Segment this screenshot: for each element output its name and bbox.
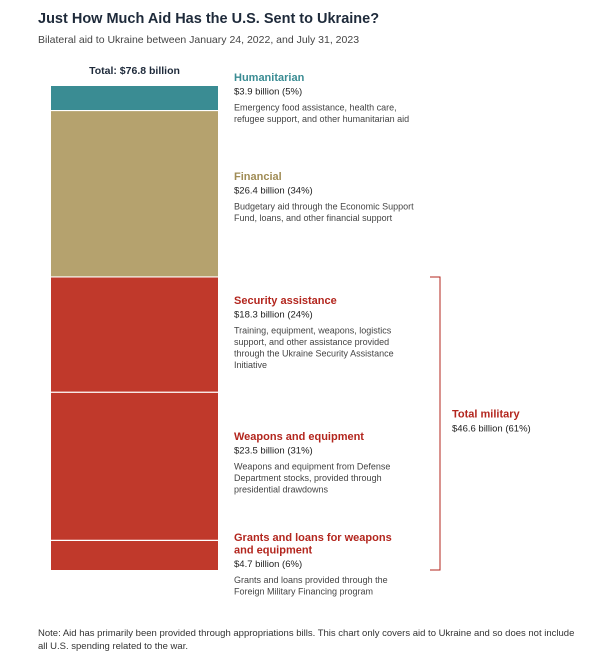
segment-value-label: $4.7 billion (6%) bbox=[234, 559, 302, 570]
segment-description: Grants and loans provided through the bbox=[234, 575, 388, 585]
segment-label: Grants and loans for weapons bbox=[234, 532, 392, 544]
stacked-bar-chart: Total: $76.8 billion Humanitarian $3.9 bil… bbox=[51, 65, 531, 597]
segment-value-label: $3.9 billion (5%) bbox=[234, 87, 302, 98]
segment-description: Department stocks, provided through bbox=[234, 473, 382, 483]
segment-value-label: $26.4 billion (34%) bbox=[234, 186, 313, 197]
chart-title: Just How Much Aid Has the U.S. Sent to U… bbox=[38, 11, 380, 27]
segment-label: Humanitarian bbox=[234, 72, 305, 84]
segment-description: Training, equipment, weapons, logistics bbox=[234, 326, 392, 336]
chart-subtitle: Bilateral aid to Ukraine between January… bbox=[38, 34, 360, 46]
segment-label: and equipment bbox=[234, 545, 313, 557]
segment-description: presidential drawdowns bbox=[234, 485, 329, 495]
segment-description: Weapons and equipment from Defense bbox=[234, 462, 390, 472]
segment-description: Emergency food assistance, health care, bbox=[234, 103, 397, 113]
bar-segment-1 bbox=[51, 86, 218, 111]
military-bracket bbox=[430, 276, 441, 571]
bracket-value-label: $46.6 billion (61%) bbox=[452, 423, 531, 434]
bracket-label: Total military bbox=[452, 408, 521, 420]
segment-description: Initiative bbox=[234, 360, 267, 370]
segment-description: Foreign Military Financing program bbox=[234, 587, 373, 597]
bar-segment-5 bbox=[51, 540, 218, 570]
segment-value-label: $18.3 billion (24%) bbox=[234, 310, 313, 321]
segment-label: Security assistance bbox=[234, 295, 337, 307]
segment-description: Budgetary aid through the Economic Suppo… bbox=[234, 202, 414, 212]
segment-description: through the Ukraine Security Assistance bbox=[234, 349, 394, 359]
segment-label: Weapons and equipment bbox=[234, 431, 364, 443]
segment-description: Fund, loans, and other financial support bbox=[234, 213, 393, 223]
total-label: Total: $76.8 billion bbox=[89, 65, 180, 77]
bar-segment-3 bbox=[51, 276, 218, 393]
bar-segment-2 bbox=[51, 110, 218, 277]
chart-note: Note: Aid has primarily been provided th… bbox=[38, 628, 575, 652]
segment-value-label: $23.5 billion (31%) bbox=[234, 446, 313, 457]
segment-description: support, and other assistance provided bbox=[234, 337, 389, 347]
segment-label: Financial bbox=[234, 171, 282, 183]
segment-description: refugee support, and other humanitarian … bbox=[234, 114, 409, 124]
bar-segment-4 bbox=[51, 392, 218, 541]
